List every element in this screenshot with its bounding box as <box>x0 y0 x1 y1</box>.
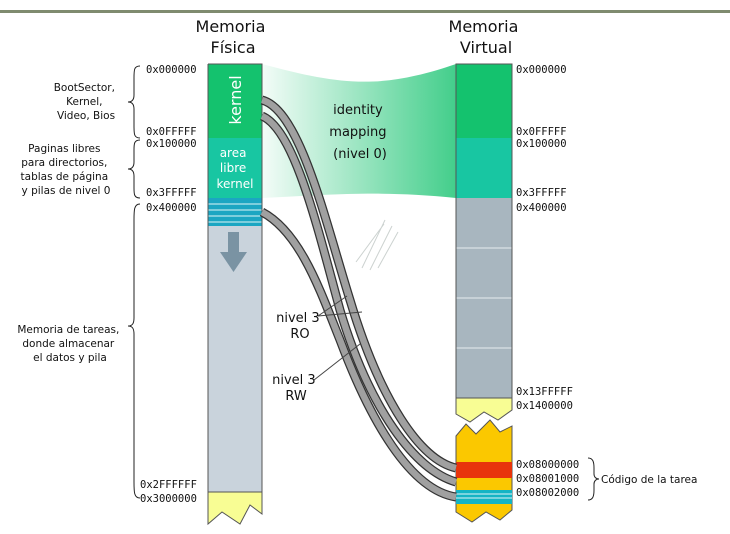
user-mappings <box>259 95 458 502</box>
virtual-memory-column <box>455 63 513 523</box>
label-pointers <box>313 295 363 381</box>
free-pages-description: Paginas libres para directorios, tablas … <box>21 143 112 197</box>
phys-kernel-block <box>208 64 262 138</box>
virt-addr-0x400000: 0x400000 <box>516 202 567 214</box>
phys-addr-0x100000: 0x100000 <box>146 138 197 150</box>
virt-code-ro-block <box>456 462 512 478</box>
virt-addr-0x1400000: 0x1400000 <box>516 400 573 412</box>
identity-mapping-label: identity mapping (nivel 0) <box>329 103 390 162</box>
task-code-brace <box>587 457 600 501</box>
kernel-block-label: kernel <box>226 75 245 124</box>
phys-tables-block <box>208 198 262 226</box>
phys-tasks-block <box>208 226 262 492</box>
virt-addr-0x13FFFFF: 0x13FFFFF <box>516 386 573 398</box>
header-rule <box>0 10 730 13</box>
faint-sketch <box>355 219 399 271</box>
rw-mapping-label: nivel 3 RW <box>272 373 320 404</box>
physical-memory-title: Memoria Física <box>196 17 271 57</box>
virt-addr-0x08000000: 0x08000000 <box>516 459 579 471</box>
virt-addr-0x0FFFFF: 0x0FFFFF <box>516 126 567 138</box>
virt-addr-0x08002000: 0x08002000 <box>516 487 579 499</box>
boot-description: BootSector, Kernel, Video, Bios <box>54 82 119 122</box>
free-kernel-block-label: area libre kernel <box>217 146 254 191</box>
left-braces <box>127 65 141 499</box>
phys-addr-0x2FFFFFF: 0x2FFFFFF <box>140 479 197 491</box>
virt-addr-0x08001000: 0x08001000 <box>516 473 579 485</box>
phys-addr-0x400000: 0x400000 <box>146 202 197 214</box>
virt-kernel-block <box>456 64 512 138</box>
virt-end-block <box>455 397 513 423</box>
phys-addr-0x3000000: 0x3000000 <box>140 493 197 505</box>
phys-addr-0x3FFFFF: 0x3FFFFF <box>146 187 197 199</box>
task-code-label: Código de la tarea <box>601 474 697 486</box>
phys-free-kernel-block <box>208 138 262 198</box>
virt-addr-0x100000: 0x100000 <box>516 138 567 150</box>
physical-memory-column: kernel area libre kernel <box>207 63 263 526</box>
virt-addr-0x3FFFFF: 0x3FFFFF <box>516 187 567 199</box>
virt-addr-0x000000: 0x000000 <box>516 64 567 76</box>
phys-end-block <box>207 491 263 526</box>
phys-addr-0x000000: 0x000000 <box>146 64 197 76</box>
task-memory-description: Memoria de tareas, donde almacenar el da… <box>17 324 122 364</box>
virt-free-kernel-block <box>456 138 512 198</box>
growth-arrow-icon <box>220 232 247 272</box>
virtual-memory-title: Memoria Virtual <box>449 17 524 57</box>
virt-code-rw-block <box>456 490 512 504</box>
virtual-address-labels: 0x000000 0x0FFFFF 0x100000 0x3FFFFF 0x40… <box>516 64 579 499</box>
physical-address-labels: 0x000000 0x0FFFFF 0x100000 0x3FFFFF 0x40… <box>140 64 197 505</box>
ro-mapping-label: nivel 3 RO <box>276 311 324 342</box>
phys-addr-0x0FFFFF: 0x0FFFFF <box>146 126 197 138</box>
